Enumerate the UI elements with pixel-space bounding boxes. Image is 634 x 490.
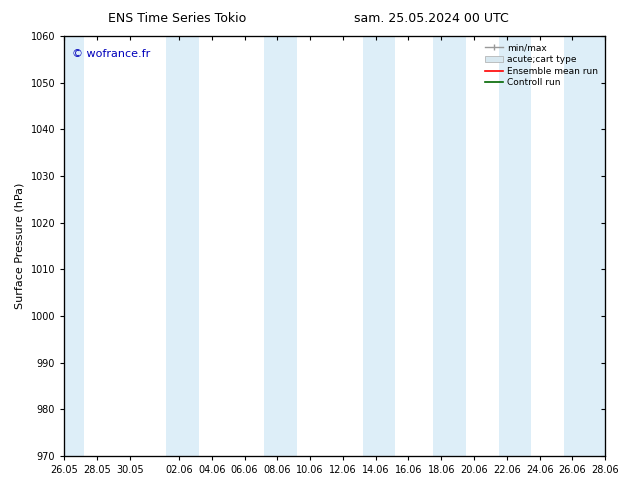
Bar — [564, 36, 605, 456]
Bar — [363, 36, 396, 456]
Text: sam. 25.05.2024 00 UTC: sam. 25.05.2024 00 UTC — [354, 12, 508, 25]
Y-axis label: Surface Pressure (hPa): Surface Pressure (hPa) — [15, 183, 25, 309]
Legend: min/max, acute;cart type, Ensemble mean run, Controll run: min/max, acute;cart type, Ensemble mean … — [482, 41, 600, 90]
Bar — [264, 36, 297, 456]
Text: © wofrance.fr: © wofrance.fr — [72, 49, 150, 59]
Bar — [498, 36, 531, 456]
Bar — [166, 36, 198, 456]
Bar — [51, 36, 84, 456]
Text: ENS Time Series Tokio: ENS Time Series Tokio — [108, 12, 247, 25]
Bar — [433, 36, 466, 456]
